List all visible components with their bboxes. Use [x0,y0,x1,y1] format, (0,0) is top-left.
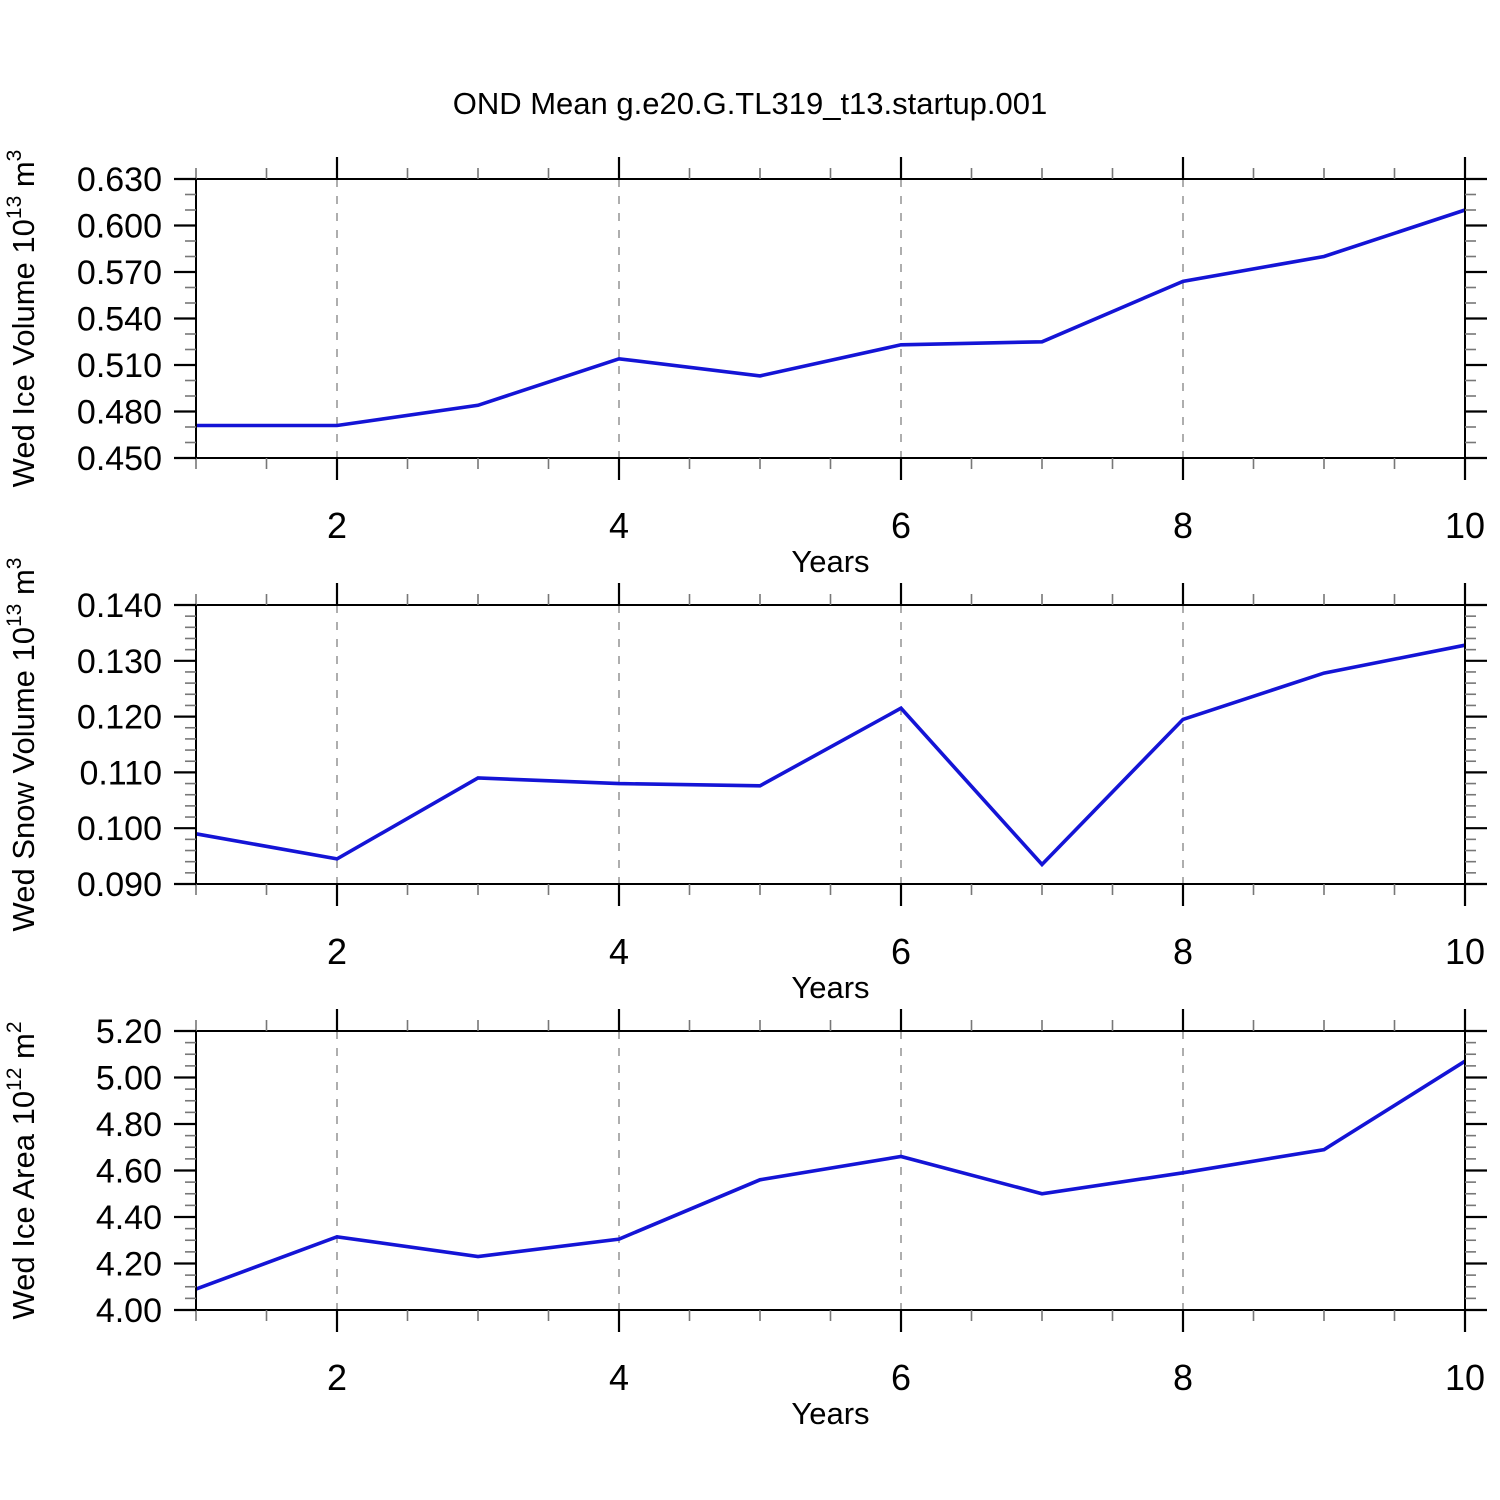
x-axis-ticks [195,583,1467,906]
x-tick-label: 4 [609,505,629,546]
y-tick-label: 5.00 [96,1060,162,1098]
y-tick-label: 0.100 [77,810,162,848]
y-tick-labels: 4.00 4.20 4.40 4.60 4.80 5.00 5.20 [96,1013,162,1330]
gridlines [336,605,1184,884]
x-tick-label: 6 [891,931,911,972]
x-tick-label: 2 [327,931,347,972]
x-tick-label: 6 [891,505,911,546]
x-tick-label: 8 [1173,505,1193,546]
x-tick-label: 2 [327,1357,347,1398]
y-tick-label: 0.540 [77,301,162,339]
x-axis-ticks [195,1009,1467,1332]
y-tick-label: 0.570 [77,254,162,292]
data-line [195,643,1466,868]
x-tick-label: 8 [1173,931,1193,972]
y-axis-label: Wed Ice Volume 1013 m3 [3,150,41,488]
x-tick-label: 2 [327,505,347,546]
wed-ice-volume-chart: 0.450 0.480 0.510 0.540 0.570 0.600 0.630 2 4 6 8 1… [3,150,1487,579]
y-axis-label: Wed Snow Volume 1013 m3 [3,558,41,932]
x-tick-label: 8 [1173,1357,1193,1398]
wed-ice-area-chart: 4.00 4.20 4.40 4.60 4.80 5.00 5.20 2 4 6 8 10 Years W… [3,1009,1487,1431]
y-tick-label: 0.480 [77,394,162,432]
y-tick-label: 0.110 [79,754,162,792]
y-axis-ticks [174,1029,1487,1312]
x-tick-labels: 2 4 6 8 10 [327,505,1485,546]
y-tick-label: 0.130 [77,643,162,681]
x-tick-label: 10 [1445,505,1485,546]
y-tick-label: 5.20 [96,1013,162,1051]
figure-title: OND Mean g.e20.G.TL319_t13.startup.001 [452,86,1048,121]
plot-frame [195,604,1466,885]
y-axis-label: Wed Ice Area 1012 m2 [3,1021,41,1319]
x-tick-label: 10 [1445,931,1485,972]
gridlines [336,179,1184,458]
x-tick-label: 6 [891,1357,911,1398]
x-axis-label: Years [791,544,869,579]
x-axis-label: Years [791,970,869,1005]
y-tick-labels: 0.450 0.480 0.510 0.540 0.570 0.600 0.630 [77,161,162,478]
y-tick-label: 4.20 [96,1246,162,1284]
y-tick-labels: 0.090 0.100 0.110 0.120 0.130 0.140 [77,587,162,904]
y-tick-label: 0.090 [77,866,162,904]
y-tick-label: 0.510 [77,347,162,385]
y-axis-ticks [174,177,1487,460]
plot-frame [195,178,1466,459]
x-tick-labels: 2 4 6 8 10 [327,931,1485,972]
x-tick-labels: 2 4 6 8 10 [327,1357,1485,1398]
wed-snow-volume-chart: 0.090 0.100 0.110 0.120 0.130 0.140 2 4 6 8 10 Year… [3,558,1487,1005]
data-line [196,208,1466,428]
x-tick-label: 10 [1445,1357,1485,1398]
data-line [195,1059,1466,1291]
y-tick-label: 4.60 [96,1153,162,1191]
y-tick-label: 0.630 [77,161,162,199]
y-tick-label: 4.40 [96,1199,162,1237]
plot-frame [195,1030,1466,1311]
x-tick-label: 4 [609,1357,629,1398]
x-axis-ticks [195,157,1467,480]
y-tick-label: 4.80 [96,1106,162,1144]
y-tick-label: 0.120 [77,699,162,737]
y-tick-label: 4.00 [96,1292,162,1330]
x-tick-label: 4 [609,931,629,972]
y-tick-label: 0.140 [77,587,162,625]
y-axis-ticks [174,603,1487,886]
y-tick-label: 0.600 [77,208,162,246]
gridlines [336,1031,1184,1310]
y-tick-label: 0.450 [77,440,162,478]
x-axis-label: Years [791,1396,869,1431]
